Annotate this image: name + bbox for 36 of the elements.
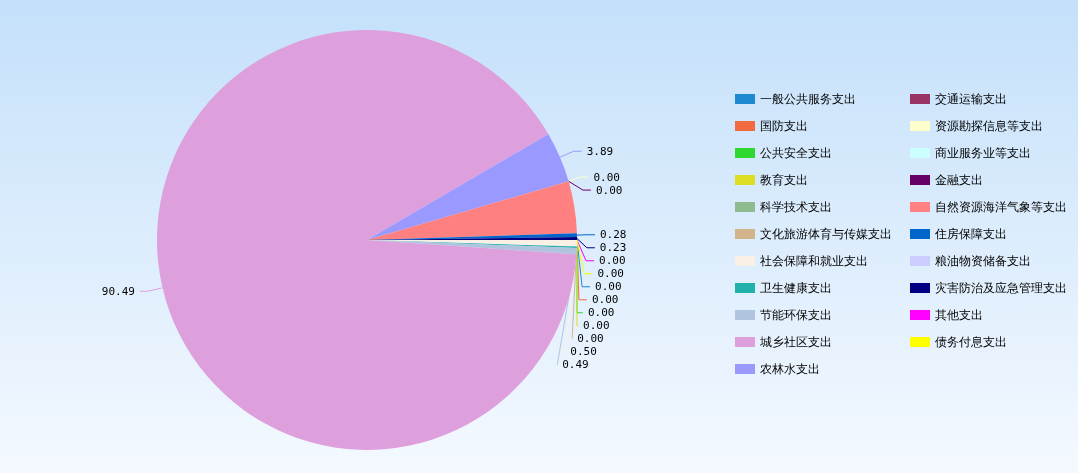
legend-label: 粮油物资储备支出 [935, 254, 1031, 268]
legend-label: 农林水支出 [760, 362, 820, 376]
text: 0.00 [587, 306, 615, 320]
text: 0.00 [597, 267, 624, 281]
data-label: 0.50 [570, 345, 597, 359]
data-label: 90.49 [101, 284, 135, 298]
legend-label: 科学技术支出 [760, 200, 832, 214]
legend-label: 社会保障和就业支出 [760, 254, 868, 268]
data-label: 0.49 [562, 358, 589, 372]
data-label: 0.23 [599, 241, 627, 255]
legend-label: 灾害防治及应急管理支出 [935, 281, 1067, 295]
legend-label: 自然资源海洋气象等支出 [935, 200, 1067, 214]
text: 0.00 [593, 170, 620, 184]
text: 0.00 [595, 183, 623, 197]
legend-label: 公共安全支出 [760, 146, 832, 160]
legend-label: 债务付息支出 [935, 335, 1007, 349]
legend-label: 教育支出 [760, 173, 808, 187]
legend-label: 卫生健康支出 [760, 281, 832, 295]
legend-label: 一般公共服务支出 [760, 92, 856, 106]
legend-label: 城乡社区支出 [759, 335, 832, 349]
data-label: 3.89 [586, 144, 614, 158]
legend-label: 其他支出 [935, 308, 983, 322]
legend-label: 交通运输支出 [935, 92, 1007, 106]
legend-label: 金融支出 [935, 173, 983, 187]
text: 0.00 [599, 254, 626, 268]
text: 0.00 [583, 319, 610, 333]
text: 0.00 [577, 332, 604, 346]
text: 0.00 [591, 293, 619, 307]
legend-label: 商业服务业等支出 [935, 146, 1031, 160]
data-label: 0.28 [599, 228, 627, 242]
legend-label: 文化旅游体育与传媒支出 [760, 227, 892, 241]
legend-label: 资源勘探信息等支出 [935, 119, 1043, 133]
legend-label: 节能环保支出 [760, 308, 832, 322]
text: 0.00 [595, 280, 622, 294]
legend-label: 国防支出 [760, 119, 808, 133]
legend-label: 住房保障支出 [934, 227, 1007, 241]
